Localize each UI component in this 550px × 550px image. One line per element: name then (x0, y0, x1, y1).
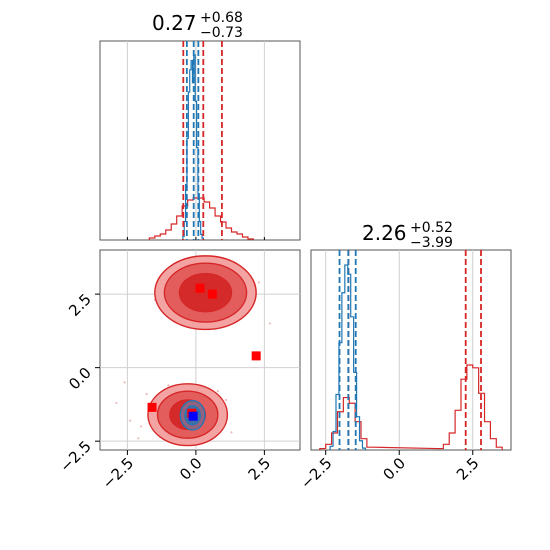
p3-sample-point (115, 401, 118, 405)
p3-red-square-marker (207, 289, 217, 299)
p3-sample-point (167, 384, 170, 387)
p3-red-square-marker (195, 283, 205, 293)
title-param1-value: 0.27 (152, 11, 197, 35)
p3-xtick-label: 2.5 (245, 454, 275, 484)
p3-ytick-label: 2.5 (65, 290, 95, 320)
p3-red-square-marker (251, 351, 261, 361)
title-param1-upper: +0.68 (200, 10, 243, 26)
p3-sample-point (129, 419, 132, 422)
joint-plot-param1-param2: −2.5 0.0 2.5 −2.5 0.0 2.5 (56, 249, 301, 493)
p3-red-square-marker (147, 402, 157, 412)
p3-sample-point (257, 281, 261, 284)
p3-ytick-label: 0.0 (65, 364, 95, 394)
p3-red-contour (178, 272, 233, 313)
p3-ytick-label: −2.5 (56, 437, 94, 475)
title-param1-lower: −0.73 (200, 25, 243, 41)
title-param2-lower: −3.99 (410, 235, 453, 251)
p3-sample-point (137, 437, 140, 440)
p3-xtick-label: 0.0 (176, 454, 206, 484)
p2-xtick-label: 2.5 (453, 454, 483, 484)
title-param2-value: 2.26 (362, 221, 407, 245)
p2-histogram-red (319, 364, 503, 450)
marginal-plot-param1 (99, 40, 301, 241)
p1-frame (99, 40, 301, 241)
p3-blue-square-marker (188, 411, 198, 421)
title-param1: 0.27 +0.68 −0.73 (152, 10, 243, 41)
p3-sample-point (123, 381, 126, 384)
p3-sample-point (230, 431, 233, 434)
p3-xtick-label: −2.5 (99, 454, 137, 492)
p2-xtick-label: −2.5 (297, 454, 335, 492)
p3-sample-point (139, 425, 143, 428)
title-param2-upper: +0.52 (410, 220, 453, 236)
p3-sample-point (268, 322, 271, 325)
p3-sample-point (216, 390, 219, 393)
title-param2: 2.26 +0.52 −3.99 (362, 220, 453, 251)
p2-xtick-label: 0.0 (379, 454, 409, 484)
p3-sample-point (145, 393, 148, 396)
p3-sample-point (224, 398, 228, 402)
marginal-plot-param2: −2.5 0.0 2.5 (297, 249, 512, 493)
